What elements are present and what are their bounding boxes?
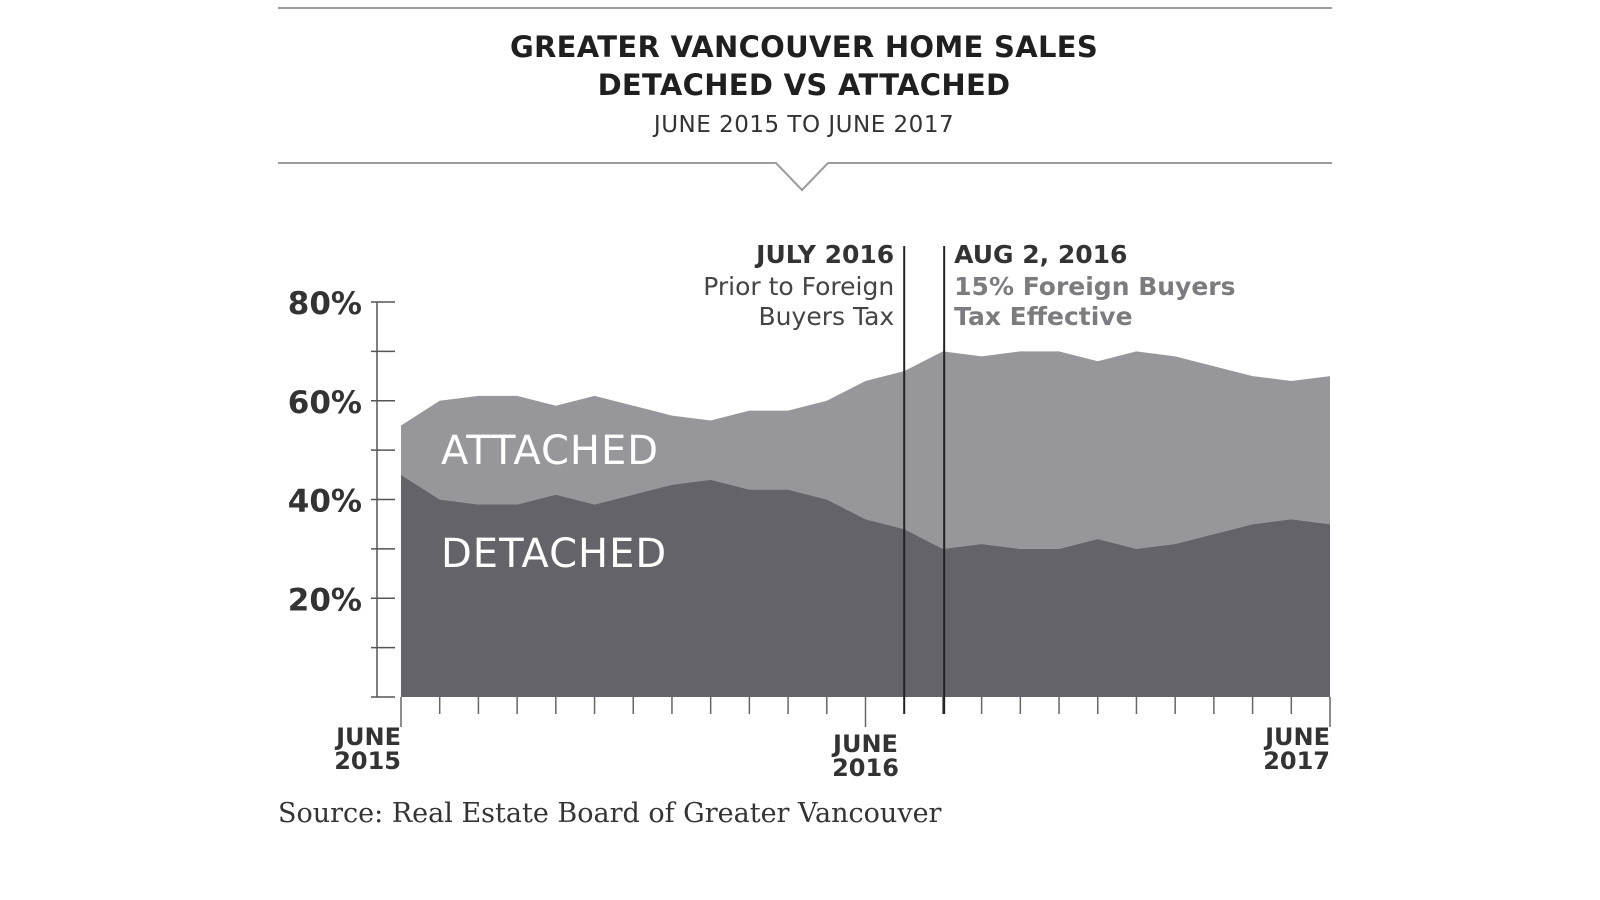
chart-title-line1: GREATER VANCOUVER HOME SALES (509, 30, 1099, 64)
header-divider-arrow (278, 162, 1332, 192)
x-tick-label-line2: 2017 (1263, 747, 1330, 775)
chart-subtitle: JUNE 2015 TO JUNE 2017 (653, 112, 955, 138)
annotation-text: Buyers Tax (759, 302, 895, 331)
source-note: Source: Real Estate Board of Greater Van… (278, 798, 942, 829)
area-detached (401, 474, 1330, 697)
area-layer (401, 351, 1330, 697)
area-attached (401, 351, 1330, 549)
y-tick-label: 40% (288, 484, 362, 520)
chart-title-line2: DETACHED VS ATTACHED (597, 68, 1011, 102)
series-label-detached: DETACHED (441, 531, 667, 577)
annotation-text: 15% Foreign Buyers (954, 272, 1235, 301)
x-tick-label-line1: JUNE (831, 730, 898, 758)
x-tick-label-line1: JUNE (1263, 723, 1330, 751)
y-tick-label: 80% (288, 286, 362, 322)
annotation-title: AUG 2, 2016 (954, 240, 1127, 269)
annotation-text: Tax Effective (954, 302, 1132, 331)
top-rule (278, 7, 1332, 9)
y-axis: 20% 40% 60% 80% (288, 286, 395, 698)
area-label-layer: ATTACHED DETACHED (441, 428, 667, 577)
x-tick-label-line2: 2016 (832, 754, 899, 782)
x-tick-label-line2: 2015 (334, 747, 401, 775)
series-label-attached: ATTACHED (441, 428, 659, 474)
annotation-title: JULY 2016 (754, 240, 894, 269)
x-tick-label-line1: JUNE (334, 723, 401, 751)
y-tick-label: 20% (288, 582, 362, 618)
y-tick-label: 60% (288, 385, 362, 421)
annotation-text: Prior to Foreign (703, 272, 894, 301)
